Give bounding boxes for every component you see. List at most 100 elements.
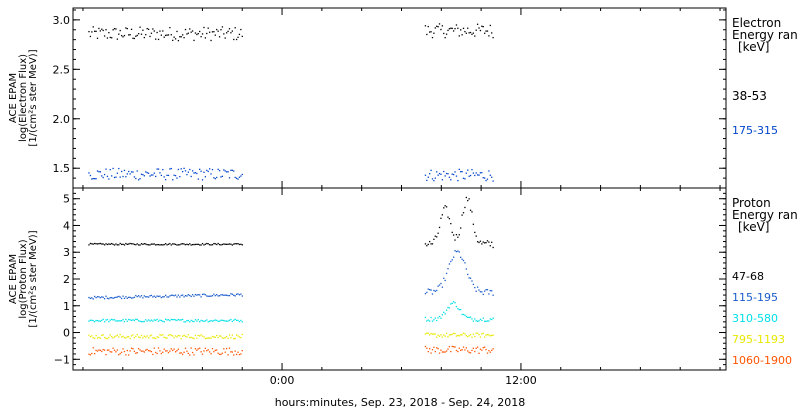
data-point bbox=[447, 216, 449, 218]
data-point bbox=[182, 170, 184, 173]
data-point bbox=[170, 294, 172, 296]
data-point bbox=[228, 177, 231, 179]
data-point bbox=[119, 334, 121, 336]
data-point bbox=[460, 227, 462, 229]
data-point bbox=[88, 172, 90, 174]
data-point bbox=[130, 347, 133, 349]
data-point bbox=[163, 296, 165, 298]
data-point bbox=[476, 346, 479, 348]
data-point bbox=[172, 39, 174, 42]
data-point bbox=[111, 242, 113, 245]
data-point bbox=[461, 258, 463, 260]
data-point bbox=[139, 349, 141, 351]
data-point bbox=[149, 320, 151, 322]
data-point bbox=[472, 283, 475, 286]
legend-title: [keV] bbox=[738, 40, 769, 54]
data-point bbox=[489, 24, 491, 27]
data-point bbox=[135, 335, 137, 337]
data-point bbox=[457, 334, 459, 337]
data-point bbox=[441, 286, 444, 288]
data-point bbox=[235, 177, 238, 179]
data-point bbox=[135, 35, 137, 37]
data-point bbox=[455, 335, 458, 337]
data-point bbox=[486, 240, 489, 242]
data-point bbox=[163, 336, 165, 338]
y-tick-label: 0 bbox=[63, 327, 70, 340]
data-point bbox=[103, 321, 106, 323]
data-point bbox=[237, 178, 239, 180]
data-point bbox=[460, 334, 462, 336]
data-point bbox=[122, 318, 124, 321]
data-point bbox=[187, 319, 189, 322]
data-point bbox=[468, 351, 470, 354]
data-point bbox=[475, 332, 477, 334]
data-point bbox=[208, 351, 211, 353]
data-point bbox=[221, 243, 224, 246]
data-point bbox=[98, 27, 100, 30]
data-point bbox=[135, 177, 137, 180]
data-point bbox=[472, 223, 475, 225]
data-point bbox=[485, 179, 487, 182]
data-point bbox=[240, 175, 242, 177]
data-point bbox=[179, 319, 181, 321]
data-point bbox=[150, 174, 153, 176]
data-point bbox=[138, 295, 140, 297]
data-point bbox=[160, 352, 163, 355]
data-point bbox=[113, 27, 116, 30]
data-point bbox=[460, 308, 462, 311]
data-point bbox=[162, 334, 164, 336]
data-point bbox=[149, 295, 151, 297]
data-point bbox=[210, 353, 212, 355]
data-point bbox=[226, 320, 228, 322]
data-point bbox=[156, 295, 158, 297]
data-point bbox=[231, 169, 233, 172]
data-point bbox=[138, 336, 140, 338]
data-point bbox=[196, 320, 198, 322]
data-point bbox=[472, 347, 475, 349]
data-point bbox=[96, 296, 99, 298]
data-point bbox=[426, 179, 428, 182]
data-point bbox=[194, 334, 197, 337]
data-point bbox=[489, 351, 491, 353]
data-point bbox=[445, 272, 448, 275]
y-tick-label: 3 bbox=[63, 246, 70, 259]
panel-frame bbox=[72, 187, 727, 371]
data-point bbox=[186, 295, 188, 297]
y-tick-label: 2.0 bbox=[53, 113, 71, 126]
data-point bbox=[138, 179, 140, 181]
data-point bbox=[427, 332, 429, 334]
data-point bbox=[233, 170, 235, 172]
data-point bbox=[231, 30, 233, 32]
data-point bbox=[176, 296, 178, 298]
data-point bbox=[140, 350, 143, 352]
data-point bbox=[112, 337, 114, 339]
data-point bbox=[169, 26, 171, 29]
data-point bbox=[233, 243, 235, 245]
data-point bbox=[444, 335, 446, 337]
data-point bbox=[197, 32, 199, 35]
data-point bbox=[223, 348, 225, 350]
data-point bbox=[464, 333, 466, 335]
data-point bbox=[145, 171, 147, 173]
data-point bbox=[472, 320, 475, 322]
data-point bbox=[204, 294, 207, 296]
data-point bbox=[138, 320, 140, 322]
data-point bbox=[224, 243, 226, 245]
data-point bbox=[173, 348, 175, 350]
data-point bbox=[481, 291, 483, 293]
data-point bbox=[210, 295, 212, 297]
data-point bbox=[191, 294, 194, 296]
data-point bbox=[153, 30, 155, 32]
data-point bbox=[159, 244, 161, 246]
data-point bbox=[481, 25, 483, 27]
data-point bbox=[125, 337, 127, 339]
data-point bbox=[197, 334, 199, 337]
data-point bbox=[220, 244, 222, 246]
data-point bbox=[167, 34, 170, 36]
data-point bbox=[105, 337, 107, 340]
data-point bbox=[91, 243, 93, 245]
data-point bbox=[438, 23, 441, 25]
y-axis-label: log(Proton Flux) bbox=[18, 239, 29, 318]
data-point bbox=[462, 313, 465, 316]
data-point bbox=[166, 350, 168, 352]
